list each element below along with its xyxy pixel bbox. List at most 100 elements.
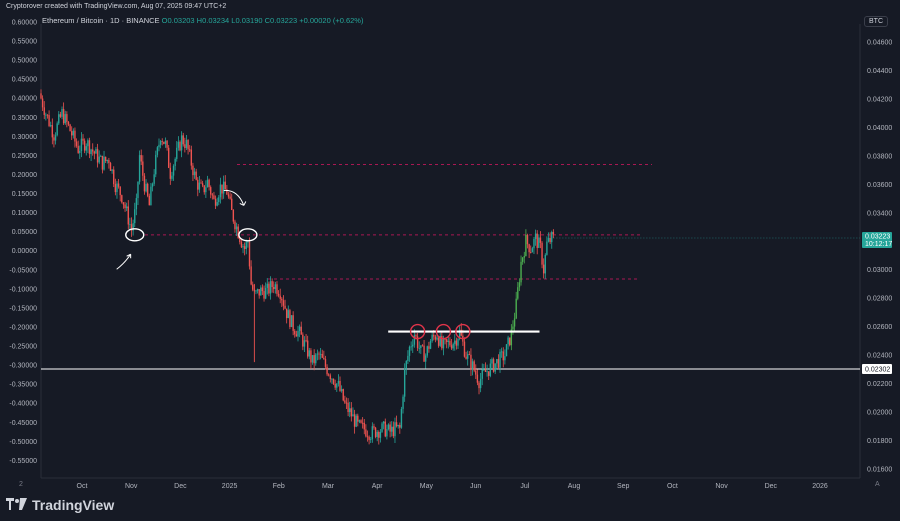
left-axis-tick-label: 0.05000 [12, 229, 37, 236]
x-axis-tick-label: Mar [322, 483, 335, 490]
candle-body [198, 182, 201, 190]
candle-body [247, 241, 249, 243]
candle-body [331, 378, 333, 380]
candle-body [454, 340, 456, 344]
candle-body [319, 353, 322, 355]
candle-body [306, 340, 309, 357]
auto-scale-button[interactable]: A [875, 481, 880, 488]
credit-text: Cryptorover created with TradingView.com… [6, 3, 227, 10]
annotation-circle [455, 323, 471, 340]
candle-body [347, 402, 349, 413]
candle-body [284, 305, 286, 309]
candle-body [515, 298, 517, 319]
x-axis-tick-label: Dec [765, 483, 778, 490]
candle-body [122, 202, 125, 205]
tradingview-logo[interactable]: TradingView [6, 497, 114, 513]
candle-body [266, 283, 268, 288]
candle-body [395, 422, 398, 427]
candle-body [169, 167, 172, 179]
candle-body [208, 179, 210, 188]
candle-body [221, 184, 223, 194]
annotation-arrowhead [126, 253, 132, 259]
candle-body [403, 368, 406, 397]
candle-body [156, 147, 159, 155]
candle-body [345, 402, 348, 404]
candle-body [197, 179, 199, 190]
x-axis-tick-label: Oct [77, 483, 88, 490]
candle-body [222, 181, 225, 194]
left-axis-tick-label: 0.20000 [12, 172, 37, 179]
currency-badge[interactable]: BTC [864, 16, 888, 27]
candle-body [303, 340, 306, 347]
candle-body [174, 158, 176, 166]
candle-body [481, 369, 483, 379]
candle-body [447, 340, 450, 342]
candle-body [274, 284, 277, 290]
candle-body [355, 415, 357, 427]
candle-body [71, 131, 73, 136]
candle-body [450, 345, 453, 349]
candle-body [145, 183, 147, 192]
right-axis-tick-label: 0.02200 [867, 381, 892, 388]
candle-body [513, 318, 516, 327]
left-axis-tick-label: 0.10000 [12, 210, 37, 217]
x-axis-tick-label: 2026 [812, 483, 828, 490]
candle-body [370, 439, 372, 440]
candle-body [496, 359, 498, 364]
candle-body [460, 329, 462, 336]
left-axis-tick-label: -0.40000 [9, 401, 37, 408]
candle-body [116, 183, 118, 193]
candle-body [226, 189, 228, 195]
candle-body [470, 354, 472, 370]
candle-body [491, 359, 493, 364]
ohlc-values: O0.03203 H0.03234 L0.03190 C0.03223 +0.0… [161, 16, 364, 25]
candle-body [231, 198, 233, 210]
candle-body [376, 431, 378, 437]
candle-body [166, 140, 168, 148]
candle-body [334, 383, 336, 388]
candle-body [263, 291, 265, 299]
candle-body [329, 375, 332, 380]
right-axis-tick-label: 0.04600 [867, 40, 892, 47]
candle-body [66, 114, 68, 122]
candle-body [45, 114, 47, 116]
candle-body [326, 366, 328, 375]
candle-body [49, 125, 52, 126]
candle-body [290, 315, 293, 327]
candle-body [323, 357, 325, 360]
candle-body [478, 382, 480, 389]
candle-body [421, 345, 424, 347]
left-axis-tick-label: -0.45000 [9, 420, 37, 427]
candle-body [531, 248, 534, 253]
candle-body [96, 148, 99, 163]
candle-body [258, 289, 260, 296]
candle-body [360, 420, 362, 423]
right-axis-tick-label: 0.01600 [867, 466, 892, 473]
candle-body [100, 155, 102, 157]
left-axis-tick-label: 0.00000 [12, 248, 37, 255]
candle-body [216, 202, 218, 206]
candle-body [203, 185, 205, 193]
candle-body [277, 293, 280, 296]
candle-body [143, 175, 146, 192]
candle-body [140, 155, 142, 162]
candle-body [108, 160, 110, 164]
candle-body [302, 334, 304, 347]
candle-body [179, 141, 181, 151]
candle-body [83, 140, 86, 151]
candle-body [507, 337, 509, 345]
candle-body [399, 424, 401, 428]
candle-body [48, 115, 50, 126]
candle-body [424, 355, 427, 362]
horizontal-level-price-box [862, 363, 892, 374]
candle-body [349, 408, 351, 413]
candle-body [533, 238, 535, 249]
candle-body [310, 350, 312, 363]
candle-body [243, 246, 246, 249]
x-axis-tick-label: 2025 [222, 483, 238, 490]
candle-body [62, 109, 65, 124]
candle-body [134, 209, 136, 224]
candle-body [229, 196, 231, 199]
candle-body [155, 154, 157, 175]
